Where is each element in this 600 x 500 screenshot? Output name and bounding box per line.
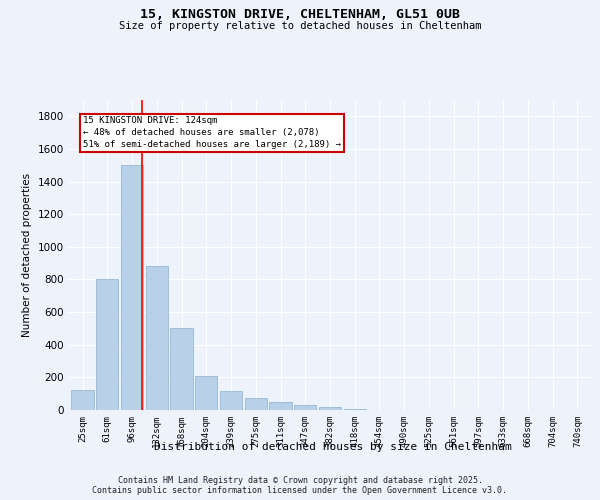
Y-axis label: Number of detached properties: Number of detached properties	[22, 173, 32, 337]
Bar	[96, 278, 118, 410]
Bar	[294, 405, 316, 410]
Bar	[121, 166, 143, 410]
Bar	[319, 406, 341, 410]
Bar	[245, 398, 267, 410]
Text: Distribution of detached houses by size in Cheltenham: Distribution of detached houses by size …	[154, 442, 512, 452]
Text: Contains HM Land Registry data © Crown copyright and database right 2025.: Contains HM Land Registry data © Crown c…	[118, 476, 482, 485]
Bar	[269, 402, 292, 410]
Bar	[71, 390, 94, 410]
Bar	[344, 409, 366, 410]
Bar	[220, 391, 242, 410]
Text: Size of property relative to detached houses in Cheltenham: Size of property relative to detached ho…	[119, 21, 481, 31]
Bar	[195, 376, 217, 410]
Bar	[170, 328, 193, 410]
Bar	[146, 266, 168, 410]
Text: 15 KINGSTON DRIVE: 124sqm
← 48% of detached houses are smaller (2,078)
51% of se: 15 KINGSTON DRIVE: 124sqm ← 48% of detac…	[83, 116, 341, 149]
Text: Contains public sector information licensed under the Open Government Licence v3: Contains public sector information licen…	[92, 486, 508, 495]
Text: 15, KINGSTON DRIVE, CHELTENHAM, GL51 0UB: 15, KINGSTON DRIVE, CHELTENHAM, GL51 0UB	[140, 8, 460, 20]
